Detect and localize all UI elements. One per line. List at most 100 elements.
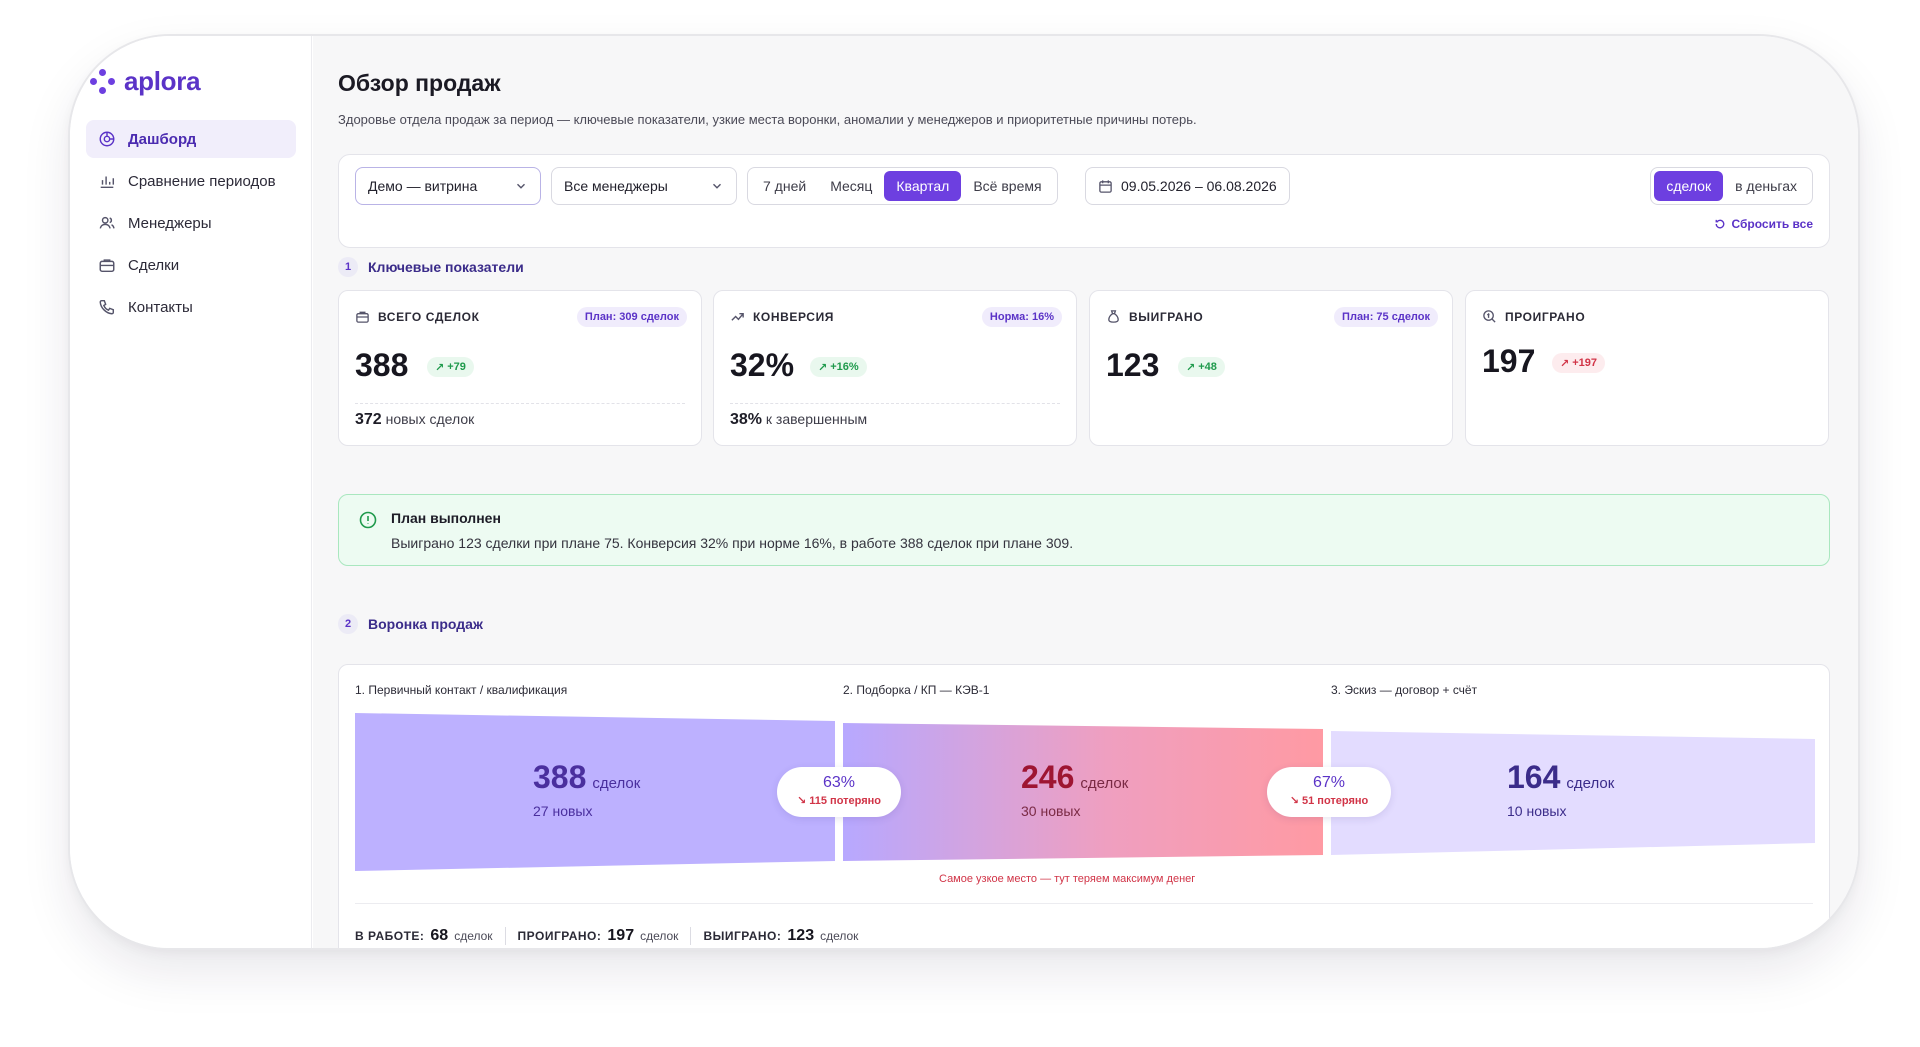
- stage-count-unit: сделок: [1080, 775, 1129, 792]
- kpi-value: 123: [1106, 347, 1160, 383]
- sidebar: aplora Дашборд Сравнение периодов Менедж…: [70, 36, 312, 948]
- managers-select-value: Все менеджеры: [564, 178, 668, 194]
- briefcase-icon: [99, 259, 115, 273]
- phone-icon: [99, 299, 115, 315]
- alert-title: План выполнен: [391, 510, 501, 526]
- section-number: 1: [338, 257, 358, 277]
- section-number: 2: [338, 614, 358, 634]
- sidebar-item-dashboard[interactable]: Дашборд: [86, 120, 296, 158]
- funnel-transition-1[interactable]: 63% ↘ 115 потеряно: [777, 767, 901, 817]
- reset-all-button[interactable]: Сбросить все: [1714, 217, 1813, 231]
- kpi-delta-value: +16%: [830, 361, 859, 373]
- kpi-footnote-text: новых сделок: [381, 411, 475, 427]
- section-key-metrics-header: 1 Ключевые показатели: [338, 257, 524, 277]
- dashboard-icon: [99, 131, 115, 147]
- date-range-value: 09.05.2026 – 06.08.2026: [1121, 178, 1277, 194]
- section-funnel-header: 2 Воронка продаж: [338, 614, 483, 634]
- bar-chart-icon: [100, 176, 115, 189]
- kpi-footnote-value: 38%: [730, 411, 763, 428]
- funnel-transition-2[interactable]: 67% ↘ 51 потеряно: [1267, 767, 1391, 817]
- funnel-stage-1-label: 1. Первичный контакт / квалификация: [355, 683, 568, 697]
- transition-lost-text: 51 потеряно: [1302, 795, 1369, 807]
- page-title: Обзор продаж: [338, 70, 501, 96]
- kpi-value: 32%: [730, 347, 795, 383]
- kpi-title: ПРОИГРАНО: [1482, 309, 1585, 324]
- funnel-stage-2-count: 246 сделок: [1021, 759, 1128, 796]
- dataset-select[interactable]: Демо — витрина: [355, 167, 541, 205]
- arrow-up-right-icon: ↗: [435, 361, 445, 374]
- stage-count-value: 164: [1507, 759, 1561, 795]
- kpi-norm-badge: Норма: 16%: [981, 307, 1062, 327]
- total-key: В РАБОТЕ:: [355, 929, 425, 943]
- transition-lost: ↘ 51 потеряно: [1267, 794, 1391, 807]
- chevron-down-icon: [517, 183, 525, 189]
- info-icon: [359, 511, 377, 529]
- money-bag-icon: [1108, 310, 1119, 323]
- sidebar-item-period-compare[interactable]: Сравнение периодов: [86, 162, 296, 200]
- funnel-stage-3-shape[interactable]: [1331, 731, 1815, 855]
- period-segmented-control: 7 дней Месяц Квартал Всё время: [747, 167, 1058, 205]
- sidebar-item-deals[interactable]: Сделки: [86, 246, 296, 284]
- funnel-stage-1-shape[interactable]: [355, 713, 835, 871]
- managers-select[interactable]: Все менеджеры: [551, 167, 737, 205]
- period-7-days[interactable]: 7 дней: [763, 178, 807, 194]
- kpi-footnote-text: к завершенным: [762, 411, 868, 427]
- stage-count-unit: сделок: [592, 775, 641, 792]
- kpi-delta-value: +79: [447, 361, 466, 373]
- funnel-graphic: [355, 713, 1815, 871]
- sidebar-item-label: Сравнение периодов: [128, 172, 276, 190]
- section-title: Воронка продаж: [368, 616, 483, 632]
- stage-count-unit: сделок: [1566, 775, 1615, 792]
- arrow-up-right-icon: ↗: [1560, 357, 1570, 370]
- alert-text: Выиграно 123 сделки при плане 75. Конвер…: [391, 535, 1074, 551]
- main-content: Обзор продаж Здоровье отдела продаж за п…: [313, 36, 1858, 948]
- kpi-title: ВЫИГРАНО: [1106, 309, 1203, 324]
- chevron-down-icon: [713, 183, 721, 189]
- sidebar-item-label: Менеджеры: [128, 214, 212, 232]
- kpi-title: КОНВЕРСИЯ: [730, 309, 834, 324]
- sidebar-item-contacts[interactable]: Контакты: [86, 288, 296, 326]
- sidebar-item-label: Дашборд: [128, 130, 197, 148]
- kpi-footnote: 372 новых сделок: [355, 411, 474, 429]
- period-all-time[interactable]: Всё время: [973, 178, 1042, 194]
- total-value: 68: [430, 927, 449, 944]
- sidebar-item-managers[interactable]: Менеджеры: [86, 204, 296, 242]
- plan-status-alert: План выполнен Выиграно 123 сделки при пл…: [338, 494, 1830, 566]
- arrow-down-right-icon: ↘: [1289, 795, 1303, 807]
- app-window: aplora Дашборд Сравнение периодов Менедж…: [70, 36, 1858, 948]
- sidebar-item-label: Контакты: [128, 298, 193, 316]
- units-toggle: сделок в деньгах: [1650, 167, 1813, 205]
- units-money[interactable]: в деньгах: [1735, 178, 1797, 194]
- total-lost: ПРОИГРАНО: 197 сделок: [504, 927, 691, 945]
- page-subtitle: Здоровье отдела продаж за период — ключе…: [338, 112, 1197, 127]
- kpi-card-conversion: КОНВЕРСИЯ Норма: 16% 32% ↗ +16% 38% к зав…: [713, 290, 1077, 446]
- units-deals[interactable]: сделок: [1654, 171, 1724, 201]
- total-won: ВЫИГРАНО: 123 сделок: [690, 927, 870, 945]
- period-month[interactable]: Месяц: [830, 178, 873, 194]
- total-unit: сделок: [454, 929, 493, 943]
- calendar-icon: [1099, 179, 1112, 193]
- period-quarter[interactable]: Квартал: [884, 171, 962, 201]
- kpi-card-lost: ПРОИГРАНО 197 ↗ +197: [1465, 290, 1829, 446]
- arrow-up-right-icon: ↗: [818, 361, 828, 374]
- kpi-delta-badge: ↗ +16%: [810, 357, 867, 377]
- kpi-footnote: 38% к завершенным: [730, 411, 867, 429]
- total-unit: сделок: [820, 929, 859, 943]
- sidebar-nav: Дашборд Сравнение периодов Менеджеры Сде…: [86, 120, 296, 330]
- bottleneck-note: Самое узкое место — тут теряем максимум …: [939, 873, 1196, 885]
- stage-count-value: 388: [533, 759, 587, 795]
- total-unit: сделок: [640, 929, 679, 943]
- total-key: ПРОИГРАНО:: [517, 929, 602, 943]
- kpi-delta-badge: ↗ +79: [427, 357, 474, 377]
- logo-icon: [90, 68, 116, 95]
- kpi-delta-value: +48: [1198, 361, 1217, 373]
- funnel-stage-1-new: 27 новых: [533, 803, 593, 819]
- kpi-title-text: КОНВЕРСИЯ: [753, 309, 835, 324]
- divider: [355, 903, 1813, 904]
- funnel-stage-2-shape[interactable]: [843, 723, 1323, 861]
- funnel-card: 1. Первичный контакт / квалификация 2. П…: [338, 664, 1830, 948]
- logo[interactable]: aplora: [90, 66, 201, 97]
- sidebar-item-label: Сделки: [128, 256, 180, 274]
- date-range-picker[interactable]: 09.05.2026 – 06.08.2026: [1085, 167, 1290, 205]
- transition-percent: 67%: [1312, 774, 1346, 791]
